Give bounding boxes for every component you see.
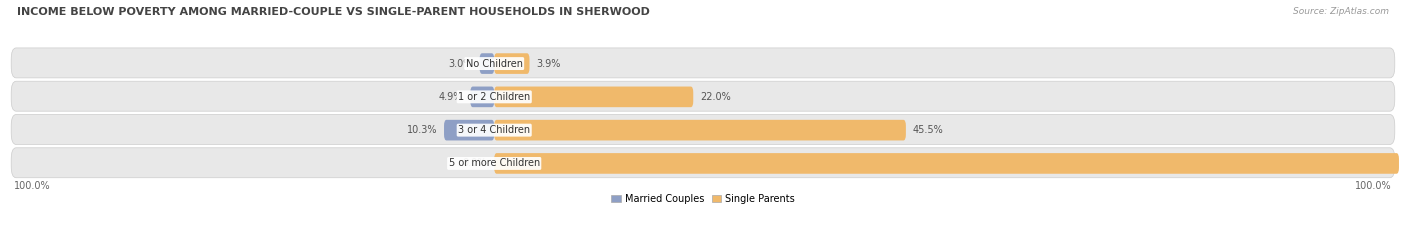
Text: 22.0%: 22.0% [700, 92, 731, 102]
Text: 45.5%: 45.5% [912, 125, 943, 135]
Text: 3 or 4 Children: 3 or 4 Children [458, 125, 530, 135]
Text: 100.0%: 100.0% [1355, 181, 1392, 191]
Text: 3.9%: 3.9% [537, 58, 561, 69]
Text: 5 or more Children: 5 or more Children [449, 158, 540, 168]
FancyBboxPatch shape [495, 86, 693, 107]
FancyBboxPatch shape [11, 148, 1395, 178]
Text: 1 or 2 Children: 1 or 2 Children [458, 92, 530, 102]
Text: 100.0%: 100.0% [14, 181, 51, 191]
FancyBboxPatch shape [495, 120, 905, 140]
FancyBboxPatch shape [471, 86, 495, 107]
Text: 10.3%: 10.3% [406, 125, 437, 135]
FancyBboxPatch shape [495, 53, 530, 74]
FancyBboxPatch shape [479, 53, 495, 74]
FancyBboxPatch shape [11, 114, 1395, 144]
Text: 4.9%: 4.9% [439, 92, 464, 102]
FancyBboxPatch shape [11, 48, 1395, 78]
FancyBboxPatch shape [444, 120, 495, 140]
Legend: Married Couples, Single Parents: Married Couples, Single Parents [607, 190, 799, 208]
Text: No Children: No Children [465, 58, 523, 69]
FancyBboxPatch shape [11, 81, 1395, 111]
Text: 3.0%: 3.0% [449, 58, 472, 69]
Text: INCOME BELOW POVERTY AMONG MARRIED-COUPLE VS SINGLE-PARENT HOUSEHOLDS IN SHERWOO: INCOME BELOW POVERTY AMONG MARRIED-COUPL… [17, 7, 650, 17]
Text: 0.0%: 0.0% [463, 158, 488, 168]
FancyBboxPatch shape [495, 153, 1399, 174]
Text: Source: ZipAtlas.com: Source: ZipAtlas.com [1294, 7, 1389, 16]
